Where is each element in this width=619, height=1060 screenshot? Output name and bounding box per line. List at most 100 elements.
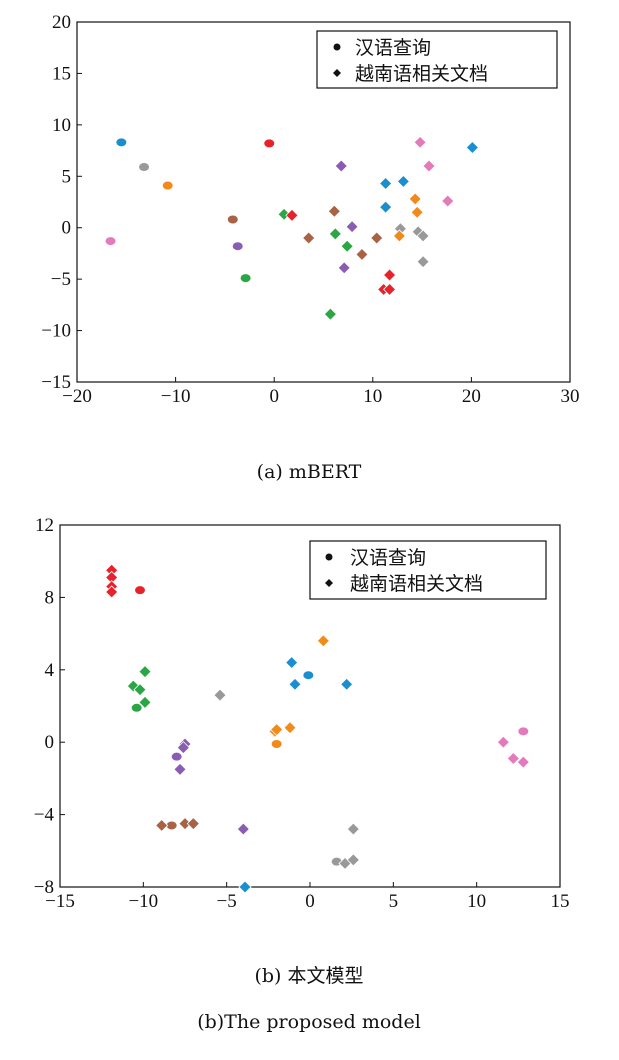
- document-point: [465, 140, 479, 155]
- query-point: [116, 138, 127, 147]
- document-point: [176, 741, 190, 755]
- document-point: [283, 721, 297, 735]
- document-point: [277, 207, 291, 221]
- y-tick-label: 0: [62, 218, 72, 239]
- x-tick-label: 15: [551, 891, 570, 912]
- legend-doc-label: 越南语相关文档: [355, 63, 488, 85]
- document-point: [379, 200, 393, 214]
- legend-circle-marker: [333, 43, 341, 51]
- y-tick-label: 15: [52, 63, 71, 84]
- document-point: [396, 174, 410, 188]
- document-point: [270, 722, 284, 737]
- document-point: [340, 677, 354, 691]
- document-point: [327, 204, 341, 218]
- y-tick-label: 10: [52, 115, 71, 136]
- x-tick-label: −15: [45, 891, 75, 912]
- document-point: [236, 822, 250, 836]
- document-point: [334, 159, 348, 173]
- document-point: [133, 683, 147, 697]
- document-point: [441, 194, 455, 208]
- query-point: [131, 703, 142, 712]
- chart-b-proposed-model: −15 −10 −5 0 5 10 15 −8 −4 0 4 8 12 汉语查询 越南语相关文档 (b)…: [34, 515, 570, 1033]
- y-tick-label: 20: [52, 12, 71, 33]
- x-tick-label: −20: [62, 386, 92, 407]
- document-point: [422, 159, 436, 173]
- document-point: [346, 822, 360, 836]
- legend-query-label: 汉语查询: [350, 547, 426, 569]
- x-tick-label: 10: [363, 386, 382, 407]
- y-tick-label: 8: [45, 587, 55, 608]
- x-tick-label: 0: [305, 891, 315, 912]
- query-point: [139, 163, 150, 172]
- caption-b-english: (b)The proposed model: [197, 1011, 421, 1033]
- plot-frame-a: [76, 21, 571, 383]
- document-point: [316, 634, 330, 648]
- document-point: [138, 695, 152, 709]
- legend-diamond-marker: [333, 69, 341, 77]
- x-tick-label: 10: [467, 891, 486, 912]
- x-tick-label: 30: [561, 386, 580, 407]
- document-point: [379, 176, 393, 191]
- y-tick-label: −8: [34, 877, 54, 898]
- legend-b: 汉语查询 越南语相关文档: [309, 540, 547, 600]
- document-point: [173, 762, 187, 776]
- query-point: [162, 181, 173, 190]
- document-point: [337, 261, 351, 275]
- document-point: [496, 735, 510, 749]
- caption-b: (b) 本文模型: [254, 965, 363, 987]
- document-point: [213, 688, 227, 702]
- document-point: [346, 853, 360, 867]
- legend-box-a: [316, 30, 558, 89]
- document-point: [302, 231, 316, 245]
- document-point: [408, 192, 422, 206]
- query-point: [232, 242, 243, 251]
- document-point: [105, 585, 119, 599]
- chart-a-mbert: −20 −10 0 10 20 30 −15 −10 −5 0 5 10 15 20 汉语查询 越南语相关…: [41, 12, 579, 483]
- y-tick-label: −4: [34, 805, 55, 826]
- document-point: [413, 135, 427, 149]
- query-point: [166, 821, 177, 830]
- y-tick-label: −10: [41, 321, 71, 342]
- y-tick-label: 0: [45, 732, 55, 753]
- query-point: [518, 727, 529, 736]
- document-point: [345, 220, 359, 234]
- query-point: [171, 752, 182, 761]
- y-tick-label: 12: [35, 515, 54, 536]
- document-point: [285, 655, 299, 670]
- caption-a: (a) mBERT: [257, 461, 362, 483]
- query-point: [135, 586, 145, 595]
- document-point: [416, 255, 430, 269]
- document-point: [238, 880, 252, 894]
- x-tick-label: 5: [389, 891, 399, 912]
- document-point: [411, 225, 425, 239]
- query-point: [240, 274, 251, 283]
- query-point: [303, 671, 314, 680]
- legend-query-label: 汉语查询: [355, 37, 431, 59]
- y-tick-label: −5: [51, 269, 71, 290]
- x-tick-label: 0: [269, 386, 279, 407]
- legend-circle-marker: [325, 553, 333, 561]
- document-point: [382, 268, 397, 282]
- document-point: [392, 229, 406, 243]
- legend-a: 汉语查询 越南语相关文档: [316, 30, 558, 89]
- legend-diamond-marker: [325, 579, 333, 587]
- document-point: [416, 229, 430, 243]
- y-tick-label: −15: [41, 372, 71, 393]
- x-tick-label: −10: [128, 891, 158, 912]
- document-point: [506, 751, 520, 766]
- query-point: [264, 139, 275, 148]
- x-tick-label: 20: [462, 386, 481, 407]
- y-tick-label: 5: [62, 166, 72, 187]
- document-point: [328, 227, 342, 241]
- query-point: [105, 237, 116, 246]
- x-tick-label: −5: [217, 891, 237, 912]
- legend-box-b: [309, 540, 547, 600]
- document-point: [186, 817, 200, 831]
- legend-doc-label: 越南语相关文档: [350, 573, 483, 595]
- document-point: [355, 247, 369, 262]
- document-point: [285, 208, 299, 222]
- document-point: [138, 665, 152, 679]
- x-tick-label: −10: [161, 386, 191, 407]
- document-point: [323, 307, 337, 321]
